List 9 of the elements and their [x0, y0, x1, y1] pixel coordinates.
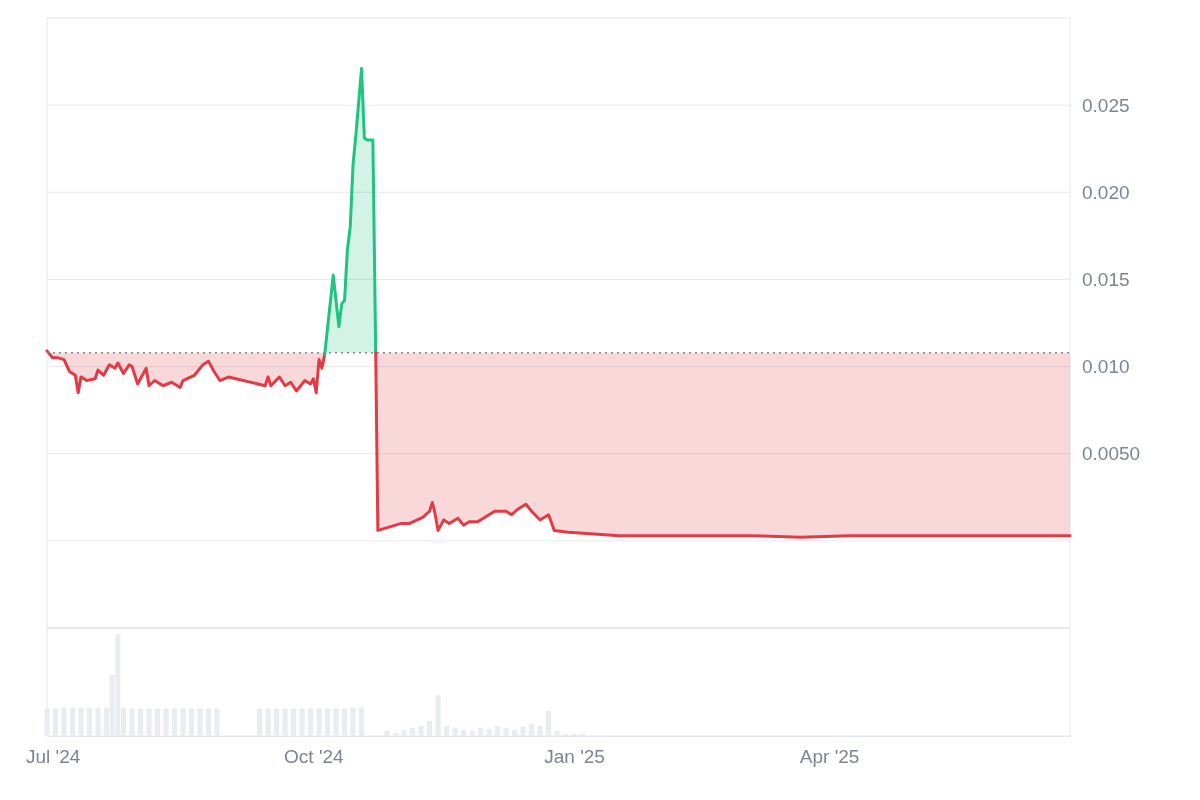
- y-tick-label: 0.025: [1082, 94, 1130, 116]
- y-tick-label: 0.020: [1082, 181, 1130, 203]
- x-tick-label: Jan '25: [544, 746, 605, 768]
- x-tick-label: Jul '24: [26, 746, 81, 768]
- y-tick-label: 0.015: [1082, 269, 1130, 291]
- x-tick-label: Apr '25: [799, 746, 860, 768]
- x-tick-label: Oct '24: [284, 746, 345, 768]
- y-tick-label: 0.010: [1082, 356, 1130, 378]
- y-tick-label: 0.0050: [1082, 443, 1141, 465]
